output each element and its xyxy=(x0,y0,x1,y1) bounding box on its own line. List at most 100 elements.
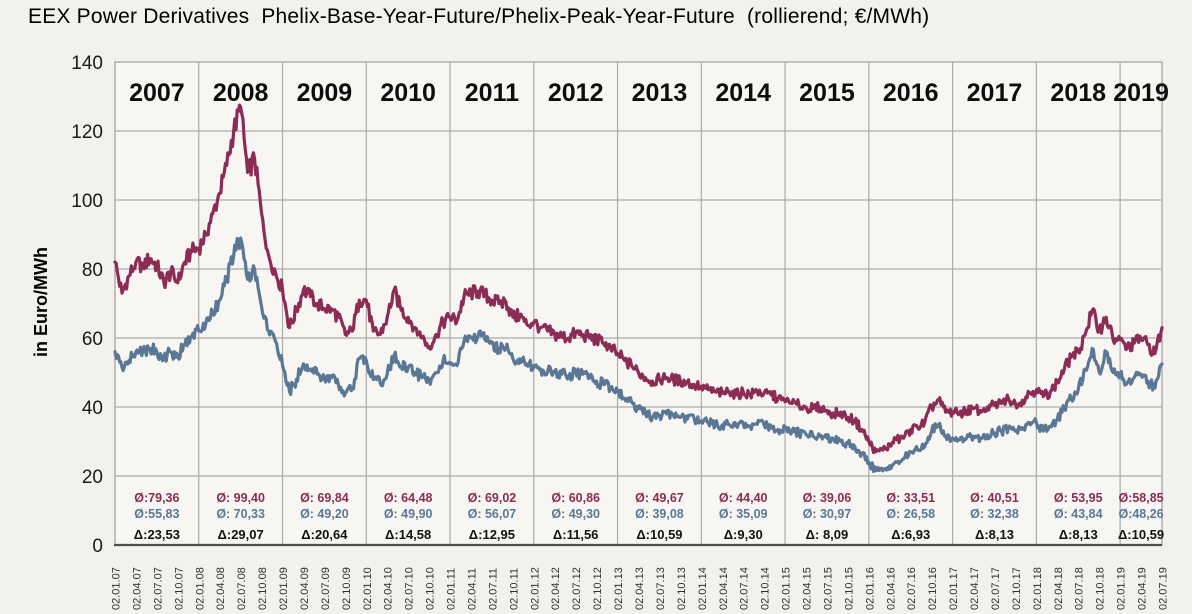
x-tick-label: 02.07.13 xyxy=(655,567,667,610)
x-tick-label: 02.04.19 xyxy=(1137,567,1149,610)
year-label: 2011 xyxy=(465,79,519,107)
x-tick-label: 02.10.09 xyxy=(341,567,353,610)
x-tick-label: 02.04.08 xyxy=(215,567,227,610)
x-tick-label: 02.10.11 xyxy=(508,568,520,610)
x-tick-label: 02.07.14 xyxy=(739,567,751,610)
x-tick-label: 02.01.17 xyxy=(948,567,960,610)
y-tick-label: 0 xyxy=(92,536,103,557)
avg-base-annotation: Ø: 30,97 xyxy=(803,507,852,521)
x-tick-label: 02.10.16 xyxy=(927,567,939,610)
y-tick-label: 20 xyxy=(82,467,103,488)
avg-base-annotation: Ø: 43,84 xyxy=(1054,507,1103,521)
delta-annotation: Δ:29,07 xyxy=(218,527,264,542)
x-tick-label: 02.04.14 xyxy=(718,567,730,610)
y-tick-label: 100 xyxy=(71,191,103,212)
delta-annotation: Δ:8,13 xyxy=(1059,527,1098,542)
avg-base-annotation: Ø: 35,09 xyxy=(719,507,768,521)
x-tick-label: 02.07.12 xyxy=(571,567,583,610)
x-tick-label: 02.01.08 xyxy=(194,567,206,610)
x-tick-label: 02.04.17 xyxy=(969,567,981,610)
delta-annotation: Δ:9,30 xyxy=(724,527,763,542)
avg-base-annotation: Ø:48,26 xyxy=(1118,507,1163,521)
avg-base-annotation: Ø: 32,38 xyxy=(970,507,1019,521)
delta-annotation: Δ: 8,09 xyxy=(806,527,849,542)
y-tick-label: 140 xyxy=(71,53,103,74)
avg-peak-annotation: Ø: 49,67 xyxy=(635,491,684,505)
delta-annotation: Δ:14,58 xyxy=(385,527,431,542)
year-label: 2013 xyxy=(632,79,688,107)
x-tick-label: 02.01.15 xyxy=(781,567,793,610)
year-dividers xyxy=(198,62,1121,545)
x-tick-label: 02.01.13 xyxy=(613,567,625,610)
avg-peak-annotation: Ø:58,85 xyxy=(1118,491,1163,505)
year-label: 2016 xyxy=(883,79,939,107)
avg-peak-annotation: Ø: 40,51 xyxy=(970,491,1019,505)
avg-peak-annotation: Ø: 69,84 xyxy=(300,491,349,505)
chart-title: EEX Power Derivatives Phelix-Base-Year-F… xyxy=(28,5,930,28)
plot-area xyxy=(114,61,1163,546)
x-tick-label: 02.07.08 xyxy=(236,567,248,610)
y-tick-labels: 0 20 40 60 80 100 120 140 xyxy=(71,53,103,557)
x-tick-label: 02.04.16 xyxy=(885,567,897,610)
avg-peak-annotation: Ø: 44,40 xyxy=(719,491,768,505)
avg-peak-annotation: Ø: 99,40 xyxy=(216,491,265,505)
x-tick-label: 02.07.07 xyxy=(152,567,164,610)
avg-base-annotation: Ø: 49,20 xyxy=(300,507,349,521)
x-tick-label: 02.04.13 xyxy=(634,567,646,610)
x-tick-label: 02.04.18 xyxy=(1053,567,1065,610)
avg-base-annotation: Ø: 39,08 xyxy=(635,507,684,521)
avg-peak-annotation: Ø: 64,48 xyxy=(384,491,433,505)
x-tick-label: 02.10.18 xyxy=(1095,567,1107,610)
x-tick-label: 02.01.19 xyxy=(1116,567,1128,610)
x-tick-label: 02.01.10 xyxy=(362,567,374,610)
x-tick-label: 02.07.11 xyxy=(487,568,499,610)
year-label: 2010 xyxy=(380,79,436,107)
avg-peak-annotation: Ø: 39,06 xyxy=(803,491,852,505)
x-tick-label: 02.07.10 xyxy=(404,567,416,610)
x-tick-label: 02.01.09 xyxy=(278,567,290,610)
x-tick-label: 02.10.12 xyxy=(592,567,604,610)
x-tick-label: 02.10.07 xyxy=(173,567,185,610)
x-tick-label: 02.10.17 xyxy=(1011,567,1023,610)
year-label: 2014 xyxy=(715,79,771,107)
avg-base-annotation: Ø:55,83 xyxy=(134,507,179,521)
x-tick-label: 02.04.07 xyxy=(131,567,143,610)
x-tick-label: 02.01.18 xyxy=(1032,567,1044,610)
year-label: 2017 xyxy=(967,79,1023,107)
avg-base-annotation: Ø: 49,90 xyxy=(384,507,433,521)
x-tick-label: 02.07.15 xyxy=(822,567,834,610)
x-tick-label: 02.07.19 xyxy=(1158,567,1170,610)
y-tick-label: 80 xyxy=(82,260,103,281)
x-tick-label: 02.10.08 xyxy=(257,567,269,610)
x-tick-label: 02.07.17 xyxy=(990,567,1002,610)
avg-base-annotation: Ø: 49,30 xyxy=(551,507,600,521)
year-labels: 2007 2008 2009 2010 2011 2012 2013 2014 2015 2016… xyxy=(129,79,1169,107)
x-tick-label: 02.04.09 xyxy=(299,567,311,610)
x-tick-label: 02.01.12 xyxy=(529,567,541,610)
y-tick-label: 40 xyxy=(82,398,103,419)
x-tick-label: 02.04.10 xyxy=(383,567,395,610)
delta-annotation: Δ:23,53 xyxy=(134,527,180,542)
avg-peak-annotation: Ø:79,36 xyxy=(134,491,179,505)
x-tick-label: 02.07.18 xyxy=(1074,567,1086,610)
delta-annotation: Δ:10,59 xyxy=(636,527,682,542)
base-series-line xyxy=(113,236,1164,473)
year-label: 2007 xyxy=(129,79,185,107)
avg-base-annotation: Ø: 70,33 xyxy=(216,507,265,521)
x-tick-label: 02.07.16 xyxy=(906,567,918,610)
x-tick-label: 02.01.11 xyxy=(446,568,458,610)
year-label: 2012 xyxy=(548,79,604,107)
x-tick-label: 02.10.10 xyxy=(425,567,437,610)
avg-peak-annotation: Ø: 33,51 xyxy=(886,491,935,505)
x-tick-label: 02.04.15 xyxy=(802,567,814,610)
delta-annotation: Δ:12,95 xyxy=(469,527,515,542)
x-tick-label: 02.07.09 xyxy=(320,567,332,610)
year-label: 2008 xyxy=(213,79,269,107)
x-tick-label: 02.04.11 xyxy=(466,568,478,610)
avg-peak-annotation: Ø: 60,86 xyxy=(551,491,600,505)
x-tick-label: 02.04.12 xyxy=(550,567,562,610)
avg-base-annotation: Ø: 56,07 xyxy=(468,507,517,521)
x-tick-label: 02.01.16 xyxy=(864,567,876,610)
year-label: 2019 xyxy=(1113,79,1169,107)
peak-series-line xyxy=(113,103,1164,455)
